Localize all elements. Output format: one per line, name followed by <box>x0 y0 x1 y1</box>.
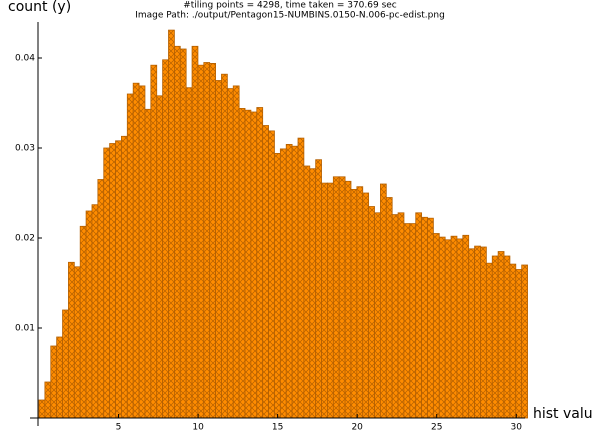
y-tick-label: 0.04 <box>15 54 35 64</box>
bar-hatch <box>433 233 440 418</box>
bar-hatch <box>445 239 452 418</box>
bar-hatch <box>309 168 316 418</box>
bar-hatch <box>356 186 363 418</box>
x-tick-label: 5 <box>116 423 122 433</box>
bar-hatch <box>39 400 45 418</box>
bar-hatch <box>50 346 57 418</box>
bar-hatch <box>139 85 145 419</box>
chart-title: #tiling points = 4298, time taken = 370.… <box>183 1 397 11</box>
bar-hatch <box>62 310 69 418</box>
bar-hatch <box>515 269 522 418</box>
bar-hatch <box>321 183 328 418</box>
bar-hatch <box>521 265 528 418</box>
bar-hatch <box>156 95 163 419</box>
bar-hatch <box>421 217 428 418</box>
bar-hatch <box>280 148 287 418</box>
bar-hatch <box>380 184 387 418</box>
bar-hatch <box>186 87 193 418</box>
x-tick-label: 10 <box>192 423 204 433</box>
bar-hatch <box>327 183 334 418</box>
bar-hatch <box>162 59 169 419</box>
bar-hatch <box>374 212 381 418</box>
bar-hatch <box>103 148 110 418</box>
y-tick-label: 0.02 <box>15 234 35 244</box>
bar-hatch <box>192 46 198 419</box>
bar-hatch <box>392 214 399 418</box>
bar-hatch <box>209 63 216 419</box>
bar-hatch <box>215 80 222 418</box>
bar-hatch <box>197 65 204 418</box>
x-tick-label: 30 <box>511 423 523 433</box>
bar-hatch <box>150 65 157 418</box>
bar-hatch <box>439 237 446 418</box>
bar-hatch <box>480 247 487 418</box>
bar-hatch <box>74 266 81 418</box>
bar-hatch <box>174 46 181 419</box>
bar-hatch <box>468 248 475 418</box>
x-tick-label: 20 <box>351 423 363 433</box>
bar-hatch <box>386 197 393 418</box>
y-axis-label: count (y) <box>8 0 71 15</box>
bar-hatch <box>315 159 322 418</box>
bar-hatch <box>462 235 469 418</box>
bar-hatch <box>509 264 516 418</box>
bar-hatch <box>80 226 87 418</box>
bar-hatch <box>292 146 298 418</box>
bar-hatch <box>262 125 269 418</box>
y-tick-label: 0.01 <box>15 324 35 334</box>
bar-hatch <box>233 85 240 419</box>
bar-hatch <box>121 136 128 419</box>
bar-hatch <box>91 204 98 418</box>
bar-hatch <box>504 256 510 418</box>
bar-hatch <box>298 138 304 418</box>
bar-hatch <box>350 189 357 418</box>
bar-hatch <box>345 181 351 418</box>
bar-hatch <box>221 74 228 418</box>
bar-hatch <box>168 30 175 418</box>
bar-hatch <box>403 223 410 418</box>
bar-hatch <box>498 251 505 418</box>
bar-hatch <box>486 263 493 418</box>
bar-hatch <box>474 246 481 418</box>
bar-hatch <box>144 109 151 419</box>
bar-hatch <box>339 176 346 418</box>
y-tick-label: 0.03 <box>15 144 35 154</box>
bar-hatch <box>256 107 263 418</box>
bar-hatch <box>203 62 210 418</box>
bar-hatch <box>245 110 251 418</box>
x-axis-label: hist value <box>533 406 592 422</box>
bar-hatch <box>227 88 234 418</box>
bar-hatch <box>333 176 340 418</box>
bar-hatch <box>303 166 310 418</box>
bar-hatch <box>415 212 422 418</box>
bar-hatch <box>115 140 122 419</box>
bar-hatch <box>109 143 116 418</box>
bar-hatch <box>56 337 63 418</box>
bar-hatch <box>133 83 140 418</box>
bar-hatch <box>127 94 134 418</box>
bar-hatch <box>86 211 92 418</box>
bar-hatch <box>456 238 463 418</box>
bar-hatch <box>409 223 416 418</box>
bar-hatch <box>451 236 457 418</box>
bar-hatch <box>97 179 104 418</box>
chart-subtitle: Image Path: ./output/Pentagon15-NUMBINS.… <box>135 11 445 21</box>
bar-hatch <box>362 193 369 418</box>
bar-hatch <box>239 108 246 419</box>
bar-hatch <box>180 49 187 418</box>
bar-hatch <box>268 130 275 418</box>
bar-hatch <box>427 218 434 418</box>
bar-hatch <box>68 262 75 418</box>
x-tick-label: 25 <box>431 423 442 433</box>
bar-hatch <box>492 256 499 418</box>
bar-hatch <box>398 212 404 418</box>
bar-hatch <box>368 206 375 418</box>
bar-hatch <box>44 382 51 418</box>
bar-hatch <box>274 153 281 418</box>
bar-hatch <box>286 144 293 418</box>
bar-hatch <box>250 112 257 418</box>
x-tick-label: 15 <box>272 423 283 433</box>
